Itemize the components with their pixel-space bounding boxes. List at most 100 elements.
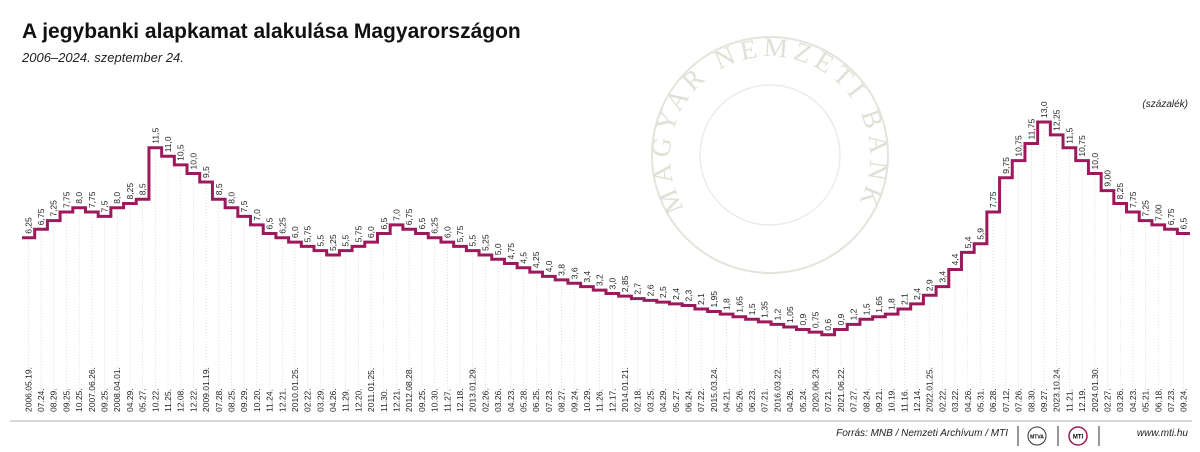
x-tick-label: 05.21. bbox=[1141, 388, 1151, 412]
data-label: 3,0 bbox=[607, 277, 617, 289]
data-label: 5,75 bbox=[353, 226, 363, 243]
data-label: 0,9 bbox=[836, 313, 846, 325]
data-label: 13,0 bbox=[1039, 101, 1049, 118]
data-label: 1,8 bbox=[722, 298, 732, 310]
x-tick-label: 12.19. bbox=[1077, 388, 1087, 412]
data-label: 10,0 bbox=[1090, 153, 1100, 170]
data-label: 11,0 bbox=[163, 136, 173, 152]
x-tick-label: 09.25. bbox=[100, 388, 110, 412]
x-tick-label: 03.26. bbox=[1115, 388, 1125, 412]
x-tick-label: 09.24. bbox=[1179, 388, 1189, 412]
data-label: 2,5 bbox=[658, 286, 668, 298]
x-tick-label: 09.25. bbox=[61, 388, 71, 412]
x-tick-label: 08.29. bbox=[49, 388, 59, 412]
x-tick-label: 11.16. bbox=[899, 389, 909, 412]
x-tick-label: 08.24. bbox=[861, 388, 871, 412]
data-label: 9,75 bbox=[1001, 157, 1011, 174]
data-label: 9,5 bbox=[201, 166, 211, 178]
watermark-text: MAGYAR NEMZETI BANK bbox=[645, 32, 889, 219]
data-label: 2,9 bbox=[925, 279, 935, 291]
data-label: 7,25 bbox=[49, 200, 59, 217]
watermark: MAGYAR NEMZETI BANK bbox=[645, 32, 894, 219]
x-tick-label: 10.29. bbox=[582, 388, 592, 412]
x-tick-label: 04.29. bbox=[125, 388, 135, 412]
x-tick-label: 04.23. bbox=[506, 388, 516, 412]
data-label: 5,25 bbox=[328, 234, 338, 251]
x-tick-label: 07.28. bbox=[214, 388, 224, 412]
data-label: 7,75 bbox=[1128, 191, 1138, 208]
x-tick-label: 12.14. bbox=[912, 388, 922, 412]
x-tick-label: 11.26. bbox=[595, 389, 605, 412]
data-label: 0,9 bbox=[798, 313, 808, 325]
data-label: 11,5 bbox=[1064, 128, 1074, 144]
data-label: 2,1 bbox=[899, 293, 909, 305]
data-label: 1,5 bbox=[747, 303, 757, 315]
x-tick-label: 02.18. bbox=[633, 388, 643, 412]
x-tick-label: 2014.01.21. bbox=[620, 367, 630, 412]
x-tick-label: 03.26. bbox=[493, 388, 503, 412]
data-label: 7,25 bbox=[1141, 200, 1151, 217]
x-tick-label: 11.24. bbox=[265, 389, 275, 412]
data-label: 1,95 bbox=[709, 291, 719, 308]
data-label: 2,7 bbox=[633, 283, 643, 295]
data-label: 7,0 bbox=[392, 209, 402, 221]
source: Forrás: MNB / Nemzeti Archívum / MTI bbox=[836, 428, 1008, 439]
rate-line bbox=[22, 120, 1190, 337]
x-tick-label: 05.26. bbox=[734, 388, 744, 412]
data-label: 8,0 bbox=[112, 192, 122, 204]
x-tick-label: 2022.01.25. bbox=[925, 367, 935, 412]
x-tick-label: 02.26. bbox=[480, 388, 490, 412]
data-label: 8,5 bbox=[214, 183, 224, 195]
data-label: 5,75 bbox=[303, 226, 313, 243]
subtitle: 2006–2024. szeptember 24. bbox=[21, 50, 184, 65]
x-tick-label: 08.30. bbox=[1026, 388, 1036, 412]
x-tick-label: 2023.10.24. bbox=[1052, 367, 1062, 412]
data-label: 6,0 bbox=[442, 226, 452, 238]
x-tick-label: 04.26. bbox=[963, 388, 973, 412]
data-label: 8,0 bbox=[226, 192, 236, 204]
x-tick-label: 2013.01.29. bbox=[468, 367, 478, 412]
data-label: 4,25 bbox=[531, 251, 541, 268]
data-label: 0,75 bbox=[810, 311, 820, 328]
data-label: 7,75 bbox=[61, 191, 71, 208]
data-label: 3,2 bbox=[595, 274, 605, 286]
data-label: 2,4 bbox=[912, 288, 922, 300]
x-tick-label: 12.17. bbox=[607, 388, 617, 412]
x-tick-label: 05.24. bbox=[798, 388, 808, 412]
data-label: 6,75 bbox=[404, 208, 414, 225]
x-tick-label: 07.23. bbox=[1166, 388, 1176, 412]
data-label: 3,4 bbox=[937, 271, 947, 283]
data-label: 5,75 bbox=[455, 226, 465, 243]
data-label: 1,8 bbox=[887, 298, 897, 310]
x-tick-label: 12.22. bbox=[188, 388, 198, 412]
data-label: 10,75 bbox=[1077, 135, 1087, 157]
data-label: 8,25 bbox=[125, 183, 135, 200]
x-tick-label: 10.20. bbox=[252, 388, 262, 412]
data-label: 5,4 bbox=[963, 236, 973, 248]
data-label: 5,25 bbox=[480, 234, 490, 251]
data-label: 6,75 bbox=[36, 208, 46, 225]
data-label: 2,6 bbox=[645, 284, 655, 296]
logo-mtva bbox=[1027, 426, 1047, 446]
data-label: 7,75 bbox=[988, 191, 998, 208]
data-label: 5,9 bbox=[976, 228, 986, 240]
data-label: 6,5 bbox=[265, 217, 275, 229]
x-tick-label: 07.24. bbox=[36, 388, 46, 412]
data-label: 4,4 bbox=[950, 253, 960, 265]
data-label: 7,5 bbox=[100, 200, 110, 212]
data-label: 6,75 bbox=[1166, 208, 1176, 225]
data-label: 7,5 bbox=[239, 200, 249, 212]
x-tick-label: 2024.01.30. bbox=[1090, 367, 1100, 412]
data-label: 6,5 bbox=[379, 217, 389, 229]
x-tick-label: 2010.01.25. bbox=[290, 367, 300, 412]
x-tick-label: 04.26. bbox=[328, 388, 338, 412]
data-label: 2,3 bbox=[684, 289, 694, 301]
watermark-inner bbox=[699, 84, 841, 226]
x-tick-label: 11.27. bbox=[442, 389, 452, 412]
x-tick-label: 02.22. bbox=[303, 388, 313, 412]
x-tick-label: 07.22. bbox=[696, 388, 706, 412]
x-tick-label: 2009.01.19. bbox=[201, 367, 211, 412]
x-tick-label: 2021.06.22. bbox=[836, 367, 846, 412]
x-tick-label: 2020.06.23. bbox=[810, 367, 820, 412]
website: www.mti.hu bbox=[1137, 428, 1189, 439]
